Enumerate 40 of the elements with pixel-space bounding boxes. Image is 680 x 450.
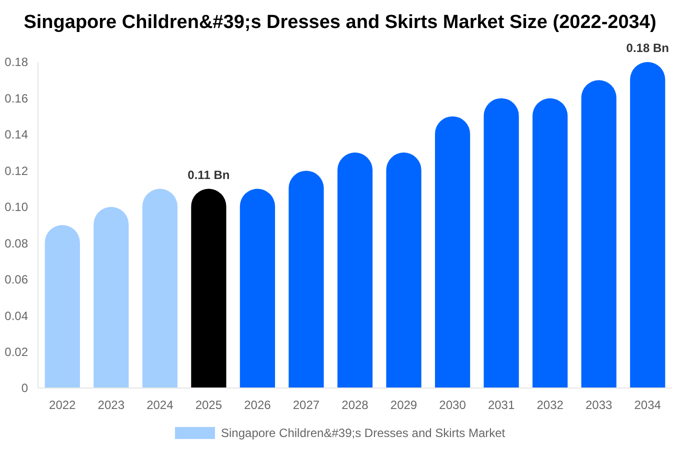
x-tick-label: 2024 — [146, 398, 174, 412]
x-tick-label: 2034 — [634, 398, 662, 412]
bar — [142, 188, 178, 388]
legend-label: Singapore Children&#39;s Dresses and Skirts Market — [221, 426, 506, 440]
y-tick-label: 0.04 — [4, 308, 28, 323]
bar — [630, 62, 666, 388]
y-tick-label: 0.02 — [4, 344, 28, 359]
y-tick-label: 0 — [21, 381, 28, 396]
y-tick-label: 0.14 — [4, 128, 28, 142]
x-tick-label: 2027 — [292, 398, 320, 412]
x-tick-label: 2026 — [244, 398, 272, 412]
x-tick-label: 2028 — [342, 398, 369, 412]
bar — [434, 116, 470, 388]
x-tick-label: 2025 — [195, 398, 222, 412]
bar — [94, 206, 129, 388]
bar — [44, 225, 80, 388]
bar — [240, 188, 276, 388]
y-tick-label: 0.10 — [4, 200, 28, 214]
y-tick-label: 0.16 — [4, 91, 28, 106]
bar — [386, 152, 422, 388]
y-tick-label: 0.08 — [4, 236, 28, 250]
x-tick-label: 2031 — [488, 398, 515, 412]
y-tick-label: 0.12 — [4, 164, 28, 178]
bar — [288, 170, 324, 388]
bar — [484, 98, 519, 388]
x-tick-label: 2022 — [49, 398, 76, 412]
bar — [191, 188, 226, 388]
bar — [337, 152, 373, 388]
x-tick-label: 2033 — [585, 398, 613, 412]
data-label: 0.18 Bn — [626, 41, 669, 55]
x-tick-label: 2032 — [536, 398, 564, 412]
bar — [532, 98, 568, 388]
data-label: 0.11 Bn — [188, 168, 230, 182]
x-tick-label: 2030 — [439, 398, 466, 412]
y-tick-label: 0.18 — [4, 55, 28, 70]
x-tick-label: 2029 — [390, 398, 418, 412]
bar — [581, 80, 616, 388]
chart-title: Singapore Children&#39;s Dresses and Skirts Market Size (2022-2034) — [24, 12, 656, 33]
y-tick-label: 0.06 — [4, 272, 28, 287]
x-tick-label: 2023 — [98, 398, 125, 412]
